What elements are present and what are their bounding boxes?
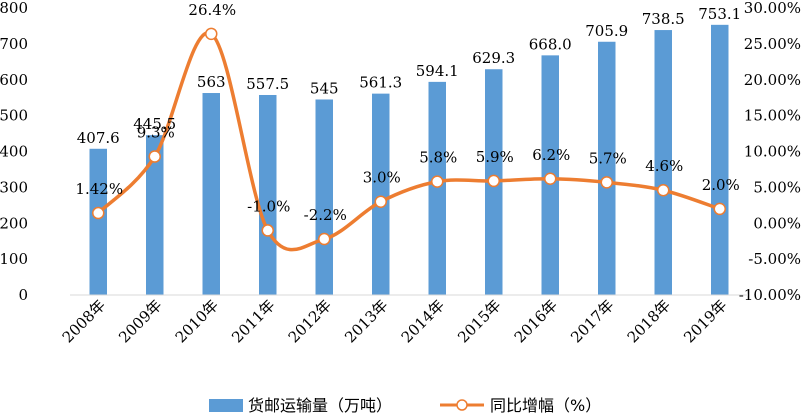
left-y-tick-label: 0 [18,286,28,304]
line-point [713,202,726,216]
bar [598,41,616,295]
right-y-tick-label: 15.00% [744,107,801,125]
line-point [92,206,105,220]
bar-value-label: 629.3 [472,49,515,67]
line-value-label: 26.4% [188,1,236,19]
right-y-tick-label: 20.00% [744,71,801,89]
line-value-label: 3.0% [363,169,401,187]
left-y-axis: 0 100 200 300 400 500 600 700 800 [0,0,28,304]
left-y-tick-label: 600 [0,71,28,89]
line-value-label: -1.0% [247,197,290,215]
bar [259,94,277,295]
right-y-tick-label: -10.00% [739,286,801,304]
line-data-labels: 1.42% 9.3% 26.4% -1.0% -2.2% 3.0% 5.8% 5.9% 6.2%… [75,1,739,224]
x-axis: 2008年 2009年 2010年 2011年 2012年 2013年 2014年 2015年… [59,294,748,346]
bar [202,93,220,296]
bar-data-labels: 407.6 445.5 563 557.5 545 561.3 594.1 629.3 668.… [77,5,741,147]
x-tick-label: 2017年 [567,296,617,346]
x-tick-label: 2008年 [59,296,109,346]
line-point [431,175,444,188]
right-y-tick-label: 25.00% [744,35,801,53]
left-y-tick-label: 800 [0,0,28,17]
x-tick-label: 2009年 [115,296,165,346]
line-value-label: 2.0% [702,176,740,194]
right-y-tick-label: 0.00% [753,214,801,232]
x-tick-label: 2011年 [228,296,278,346]
x-tick-label: 2012年 [285,296,335,346]
line-point [261,224,274,237]
bar-value-label: 445.5 [133,115,176,133]
bar-value-label: 753.1 [698,5,741,23]
line-point [374,195,387,208]
legend-line-marker [456,399,468,411]
line-value-label: 4.6% [645,157,683,175]
x-tick-label: 2014年 [398,296,448,346]
legend-bar-label: 货邮运输量（万吨） [248,396,392,415]
right-y-tick-label: 10.00% [744,143,801,161]
line-point [657,183,670,197]
bar [428,81,446,295]
left-y-tick-label: 700 [0,35,28,53]
bar [654,30,672,296]
bar-value-label: 407.6 [77,129,120,147]
x-tick-label: 2018年 [624,296,674,346]
x-tick-label: 2015年 [454,296,504,346]
left-y-tick-label: 300 [0,178,28,196]
bar-value-label: 668.0 [529,35,572,53]
x-tick-label: 2013年 [341,296,391,346]
line-path [97,31,721,252]
bar-value-label: 545 [310,79,339,97]
bar [146,135,164,295]
line-point [205,27,218,41]
legend-bar-swatch [209,399,243,412]
right-y-tick-label: 5.00% [753,178,801,196]
bar-value-label: 557.5 [246,75,289,93]
bar-value-label: 563 [197,73,226,91]
line-series [92,27,726,252]
left-y-tick-label: 200 [0,214,28,232]
bar-value-label: 705.9 [585,22,628,40]
left-y-tick-label: 500 [0,107,28,125]
bar [89,148,107,295]
bar-value-label: 738.5 [642,10,685,28]
right-y-tick-label: -5.00% [748,250,801,268]
line-point [487,174,500,188]
x-tick-label: 2019年 [680,296,730,346]
line-point [600,176,613,189]
line-value-label: 5.7% [589,149,627,167]
bar [372,93,390,295]
line-value-label: 1.42% [75,180,123,198]
x-tick-label: 2016年 [511,296,561,346]
bar [315,99,333,295]
right-y-tick-label: 30.00% [744,0,801,17]
line-point [544,172,557,186]
bar-value-label: 594.1 [416,62,459,80]
line-value-label: -2.2% [304,206,347,224]
line-value-label: 5.8% [419,149,457,167]
line-value-label: 6.2% [532,146,570,164]
line-point [148,150,161,163]
line-value-label: 5.9% [476,148,514,166]
legend: 货邮运输量（万吨） 同比增幅（%） [209,396,601,415]
right-y-axis: -10.00% -5.00% 0.00% 5.00% 10.00% 15.00% 20.00… [739,0,801,304]
x-tick-label: 2010年 [172,296,222,346]
left-y-tick-label: 100 [0,250,28,268]
bar [711,24,729,295]
line-point [318,232,331,246]
left-y-tick-label: 400 [0,143,28,161]
bar-series [89,24,729,296]
bar-value-label: 561.3 [359,74,402,92]
legend-line-label: 同比增幅（%） [490,396,601,415]
line-value-label: 9.3% [137,124,175,142]
